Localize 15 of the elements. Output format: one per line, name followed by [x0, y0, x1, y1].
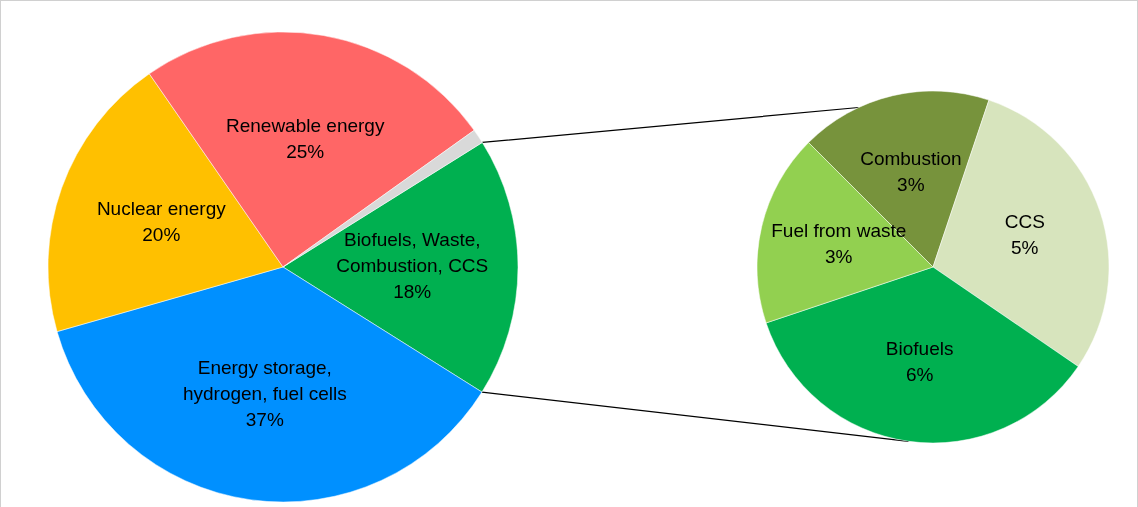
data-label: 18% — [393, 281, 432, 303]
data-label: 37% — [245, 408, 284, 430]
slice-label: Renewable energy — [225, 114, 385, 136]
slice-label: Biofuels — [885, 337, 954, 359]
data-label: 3% — [897, 173, 925, 195]
data-label: 20% — [142, 224, 181, 246]
slice-label: CCS — [1004, 211, 1045, 233]
slice-label: Nuclear energy — [96, 198, 227, 220]
data-label: 5% — [1011, 237, 1039, 259]
data-label: 3% — [825, 245, 853, 267]
data-label: 25% — [286, 140, 325, 162]
slice-label: Energy storage, hydrogen, fuel cells — [182, 356, 347, 404]
slice-label: Biofuels, Waste, Combustion, CCS — [336, 229, 489, 277]
data-label: 6% — [905, 363, 934, 385]
slice-label: Combustion — [860, 147, 962, 169]
